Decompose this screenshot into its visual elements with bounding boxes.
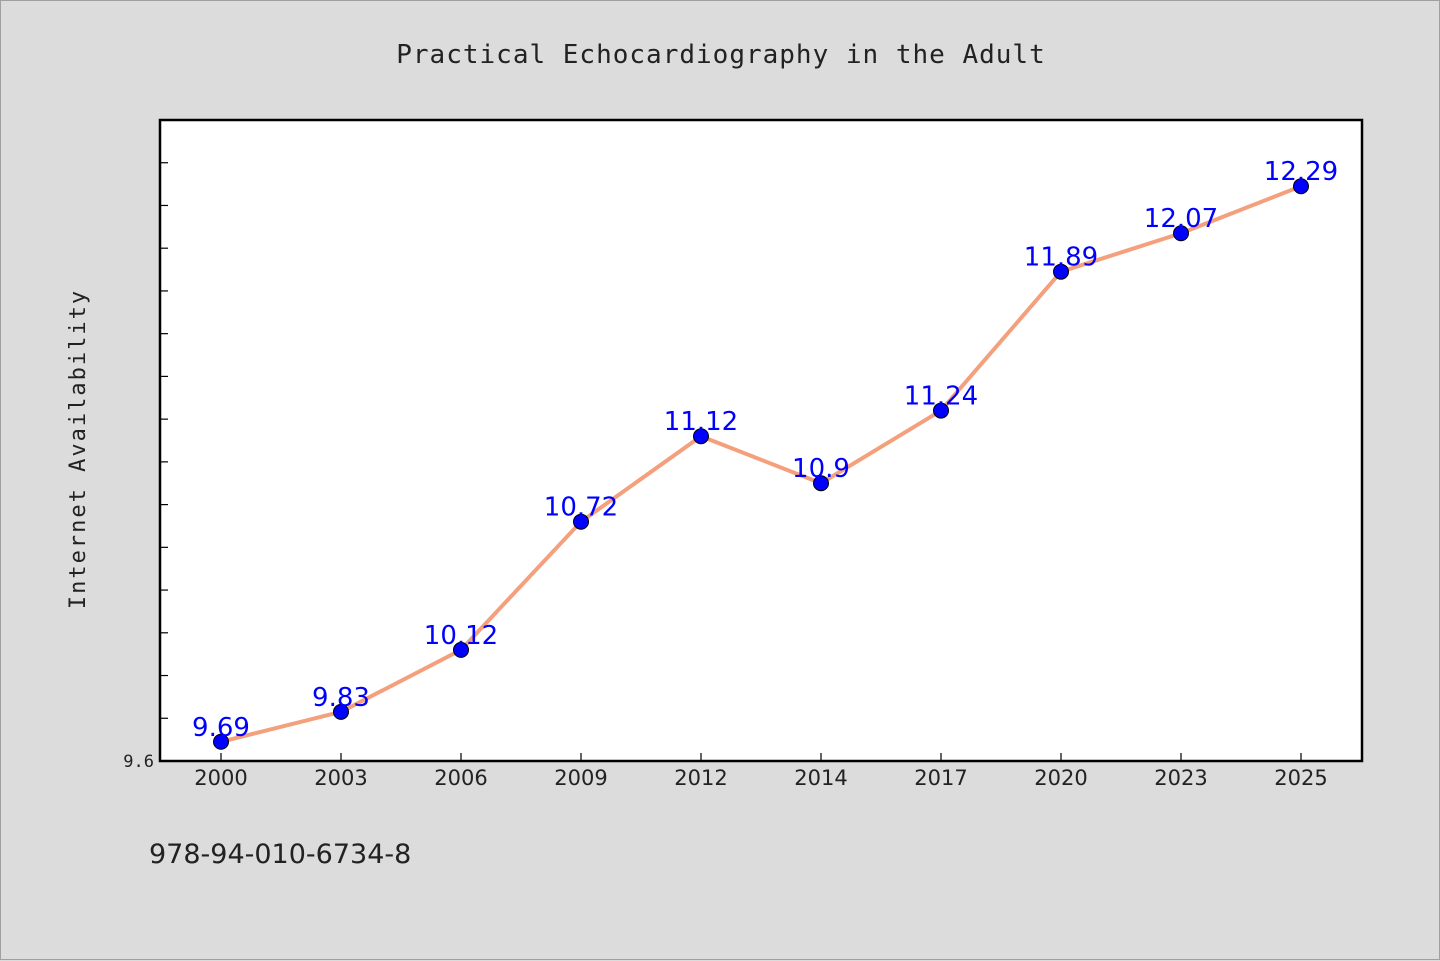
- data-point: [1293, 178, 1309, 195]
- data-point: [213, 733, 229, 750]
- y-tick-label: 9.6: [123, 752, 154, 772]
- data-label: 10.72: [544, 493, 618, 523]
- x-tick-label: 2014: [794, 766, 847, 790]
- x-tick-label: 2003: [314, 766, 367, 790]
- isbn-text: 978-94-010-6734-8: [149, 839, 411, 870]
- data-point: [693, 428, 709, 445]
- data-label: 12.29: [1264, 157, 1338, 187]
- x-tick-label: 2025: [1274, 766, 1327, 790]
- data-point: [1053, 263, 1069, 280]
- y-axis-label: Internet Availability: [66, 289, 91, 609]
- series-layer: 9.69 9.83 10.12 10.72 11.12 10.9 11.24 11.89 12.…: [192, 157, 1338, 750]
- data-label: 10.12: [424, 621, 498, 651]
- x-tick-label: 2009: [554, 766, 607, 790]
- x-tick-label: 2012: [674, 766, 727, 790]
- data-point: [813, 475, 829, 492]
- data-label: 10.9: [792, 454, 850, 484]
- data-point: [933, 402, 949, 419]
- x-axis-ticks: 2000 2003 2006 2009 2012 2014 2017 2020 2023 2025: [194, 753, 1328, 790]
- x-tick-label: 2020: [1034, 766, 1087, 790]
- data-point: [573, 513, 589, 530]
- data-label: 9.69: [192, 713, 250, 743]
- x-tick-label: 2017: [914, 766, 967, 790]
- data-point: [1173, 225, 1189, 242]
- chart-title: Practical Echocardiography in the Adult: [396, 40, 1045, 70]
- data-label: 11.89: [1024, 243, 1098, 273]
- x-tick-label: 2000: [194, 766, 247, 790]
- data-label: 12.07: [1144, 204, 1218, 234]
- data-label: 9.83: [312, 683, 370, 713]
- y-axis-ticks: 9.6: [123, 162, 168, 772]
- x-tick-label: 2023: [1154, 766, 1207, 790]
- data-point: [453, 641, 469, 658]
- series-line: [219, 184, 1303, 744]
- data-label: 11.12: [664, 407, 738, 437]
- plot-area: [158, 118, 1364, 763]
- data-point: [333, 703, 349, 720]
- x-tick-label: 2006: [434, 766, 487, 790]
- data-label: 11.24: [904, 382, 978, 412]
